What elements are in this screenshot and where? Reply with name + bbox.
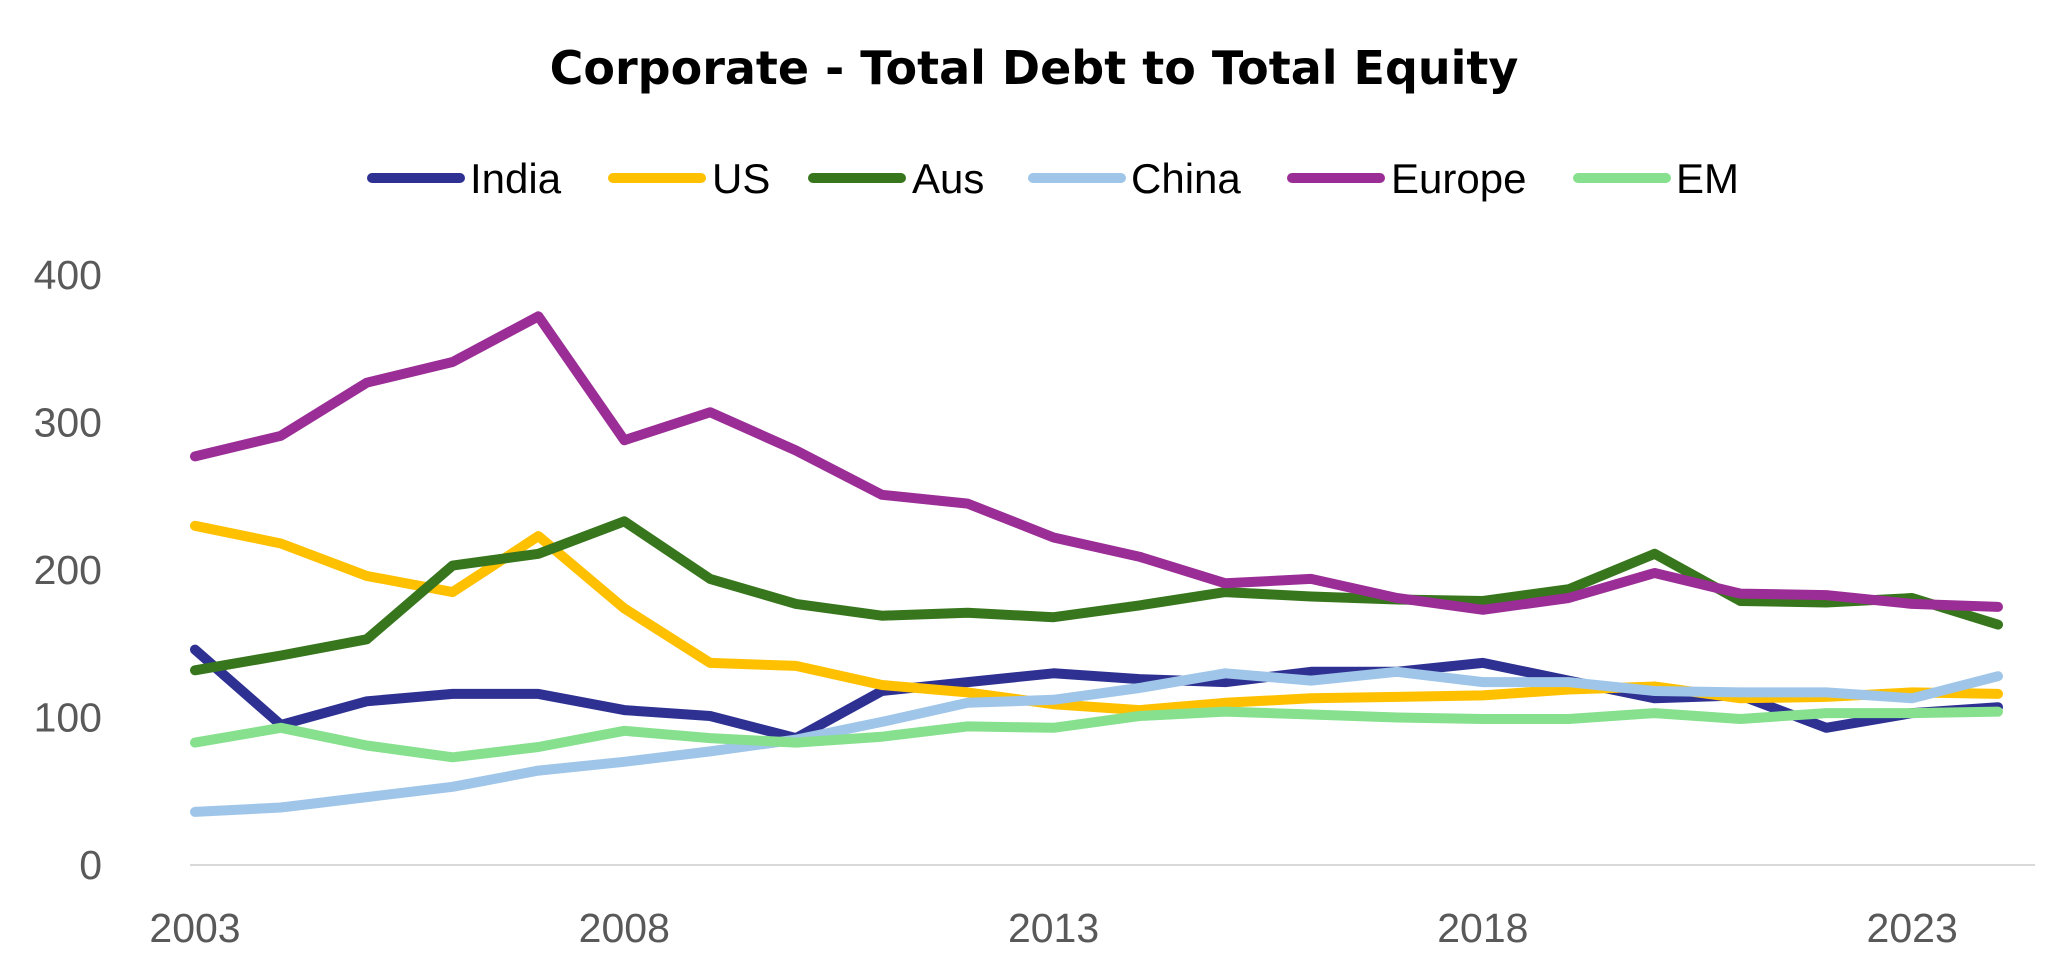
legend-item-china: China [1028, 155, 1241, 202]
y-tick-label: 0 [79, 842, 102, 888]
legend: India US Aus China Europe EM [367, 155, 1739, 202]
series-line-aus [190, 516, 2003, 676]
legend-label: EM [1676, 155, 1739, 202]
legend-label: India [470, 155, 562, 202]
chart-title: Corporate - Total Debt to Total Equity [550, 41, 1519, 95]
series-line-em [190, 706, 2003, 763]
x-tick-label: 2013 [1008, 905, 1099, 951]
legend-item-us: US [608, 155, 770, 202]
series-line-us [190, 520, 2003, 716]
y-tick-label: 300 [34, 400, 102, 446]
legend-item-aus: Aus [808, 155, 984, 202]
legend-label: Europe [1391, 155, 1526, 202]
legend-item-em: EM [1573, 155, 1739, 202]
y-tick-label: 200 [34, 547, 102, 593]
x-tick-label: 2008 [579, 905, 670, 951]
y-axis: 0 100 200 300 400 [34, 252, 102, 888]
legend-label: Aus [912, 155, 984, 202]
x-tick-label: 2023 [1867, 905, 1958, 951]
series-line-europe [190, 311, 2003, 615]
y-tick-label: 400 [34, 252, 102, 298]
y-tick-label: 100 [34, 695, 102, 741]
plot-area [190, 311, 2003, 817]
legend-item-europe: Europe [1287, 155, 1526, 202]
legend-item-india: India [367, 155, 562, 202]
x-axis: 2003 2008 2013 2018 2023 [149, 864, 2035, 951]
x-tick-label: 2018 [1437, 905, 1528, 951]
series-line-china [190, 666, 2003, 817]
legend-label: US [712, 155, 770, 202]
legend-label: China [1131, 155, 1241, 202]
x-tick-label: 2003 [149, 905, 240, 951]
